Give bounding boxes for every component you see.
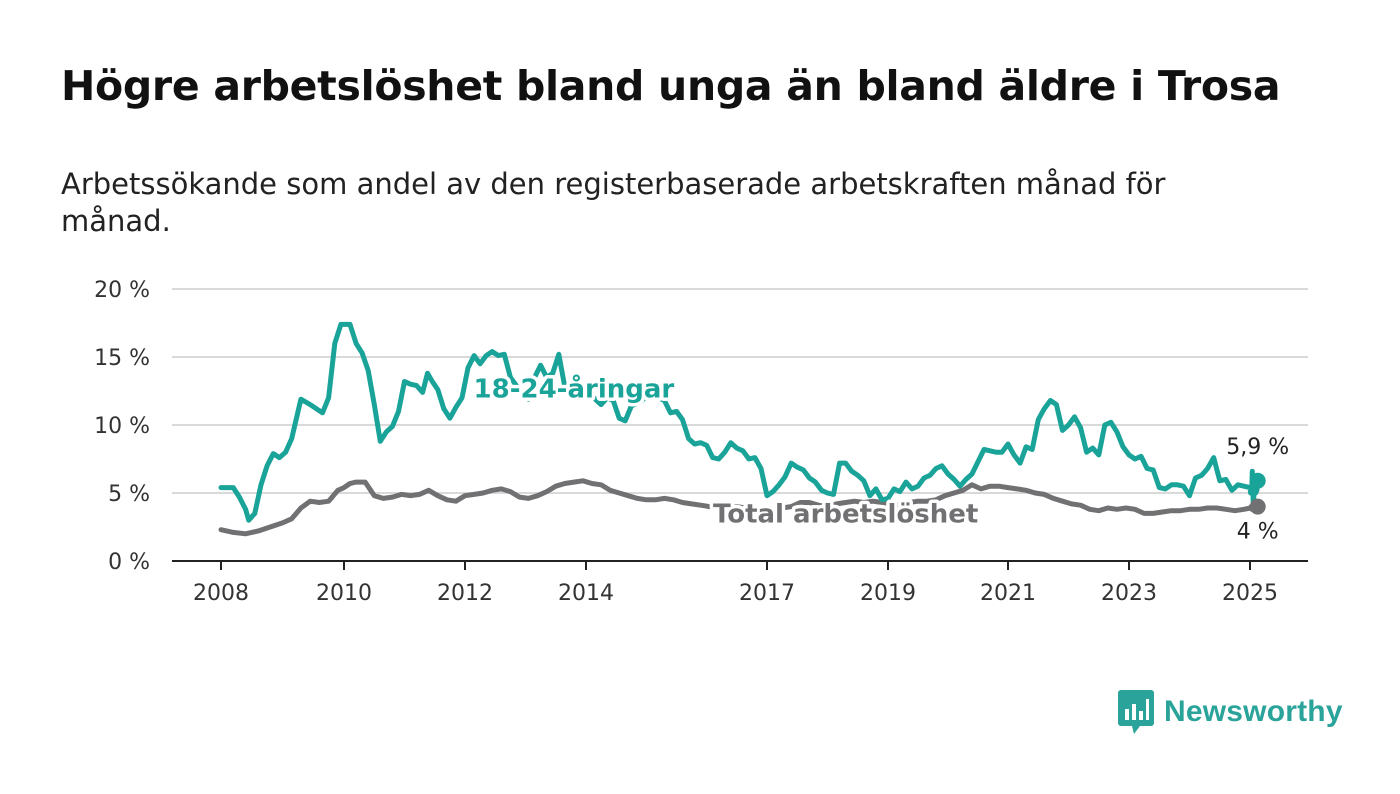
series-line-total [218, 478, 1261, 537]
end-value-total: 4 % [1237, 520, 1279, 545]
x-tick-label: 2017 [739, 581, 795, 606]
y-tick-label: 0 % [108, 550, 150, 575]
x-tick-label: 2025 [1222, 581, 1278, 606]
y-tick-label: 10 % [94, 414, 150, 439]
y-axis-labels: 0 % 5 % 10 % 15 % 20 % [94, 278, 150, 575]
end-value-youth: 5,9 % [1226, 435, 1289, 460]
series-label-halo: 18-24-åringar [474, 372, 675, 404]
y-tick-label: 5 % [108, 482, 150, 507]
newsworthy-logo: Newsworthy [1118, 690, 1343, 734]
series-label: 18-24-åringar [474, 372, 675, 404]
y-tick-label: 15 % [94, 346, 150, 371]
x-axis: 2008 2010 2012 2014 2017 2019 2021 2023 2025 [172, 560, 1308, 606]
x-tick-label: 2019 [860, 581, 916, 606]
chart-subtitle: Arbetssökande som andel av den registerb… [61, 167, 1166, 238]
series-line-youth [218, 321, 1261, 523]
chart-title: Högre arbetslöshet bland unga än bland ä… [61, 62, 1281, 110]
bar-chart-speech-bubble-icon [1118, 690, 1154, 734]
x-tick-label: 2008 [193, 581, 249, 606]
gridlines [172, 288, 1308, 494]
series-label-halo: Total arbetslöshet [713, 499, 978, 529]
series-lines [218, 321, 1261, 537]
x-tick-label: 2023 [1101, 581, 1157, 606]
end-marker-total [1249, 498, 1266, 515]
brand-name: Newsworthy [1164, 695, 1343, 728]
end-markers: 5,9 % 4 % [1226, 435, 1289, 545]
x-tick-label: 2010 [316, 581, 372, 606]
x-tick-label: 2012 [437, 581, 493, 606]
y-tick-label: 20 % [94, 278, 150, 303]
end-marker-youth [1249, 472, 1266, 489]
series-label: Total arbetslöshet [713, 499, 978, 529]
x-tick-label: 2021 [980, 581, 1036, 606]
x-tick-label: 2014 [558, 581, 614, 606]
